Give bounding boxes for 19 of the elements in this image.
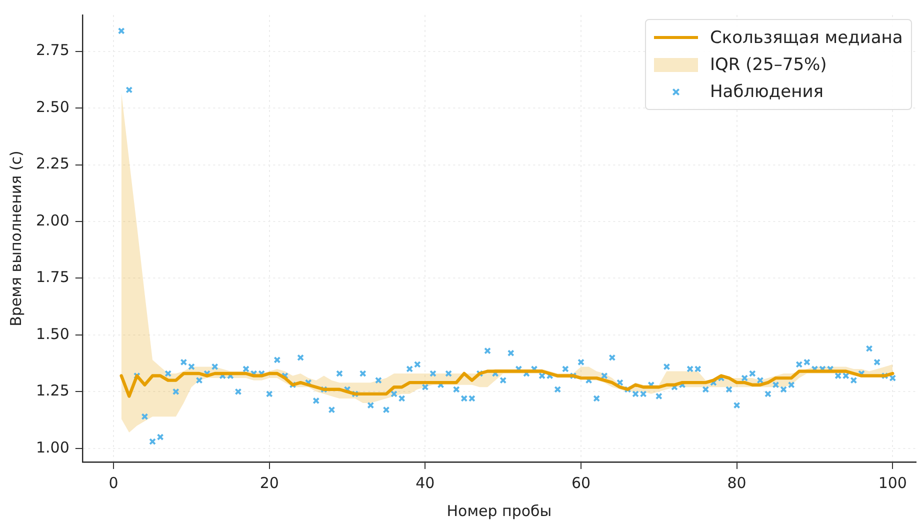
y-tick-label: 2.75 <box>36 41 70 60</box>
x-tick-label: 100 <box>878 474 907 492</box>
y-tick-label: 2.00 <box>36 211 70 230</box>
x-axis-title: Номер пробы <box>446 502 552 520</box>
y-tick-label: 2.25 <box>36 154 70 173</box>
y-tick-label: 1.25 <box>36 382 70 400</box>
x-tick-label: 40 <box>416 474 435 492</box>
x-tick-label: 0 <box>108 474 118 492</box>
x-tick-label: 60 <box>571 474 591 492</box>
y-tick-label: 1.75 <box>36 268 70 286</box>
y-tick-label: 1.50 <box>36 324 70 343</box>
x-tick-label: 20 <box>260 474 279 492</box>
y-axis-title: Время выполнения (с) <box>6 150 25 326</box>
annotation: IQR (25–75%) <box>710 54 827 74</box>
y-tick-label: 2.50 <box>36 98 70 116</box>
y-tick-label: 1.00 <box>36 438 70 456</box>
legend-label: Наблюдения <box>710 82 824 102</box>
x-tick-label: 80 <box>727 474 746 492</box>
legend-label: Скользящая медиана <box>710 28 903 48</box>
